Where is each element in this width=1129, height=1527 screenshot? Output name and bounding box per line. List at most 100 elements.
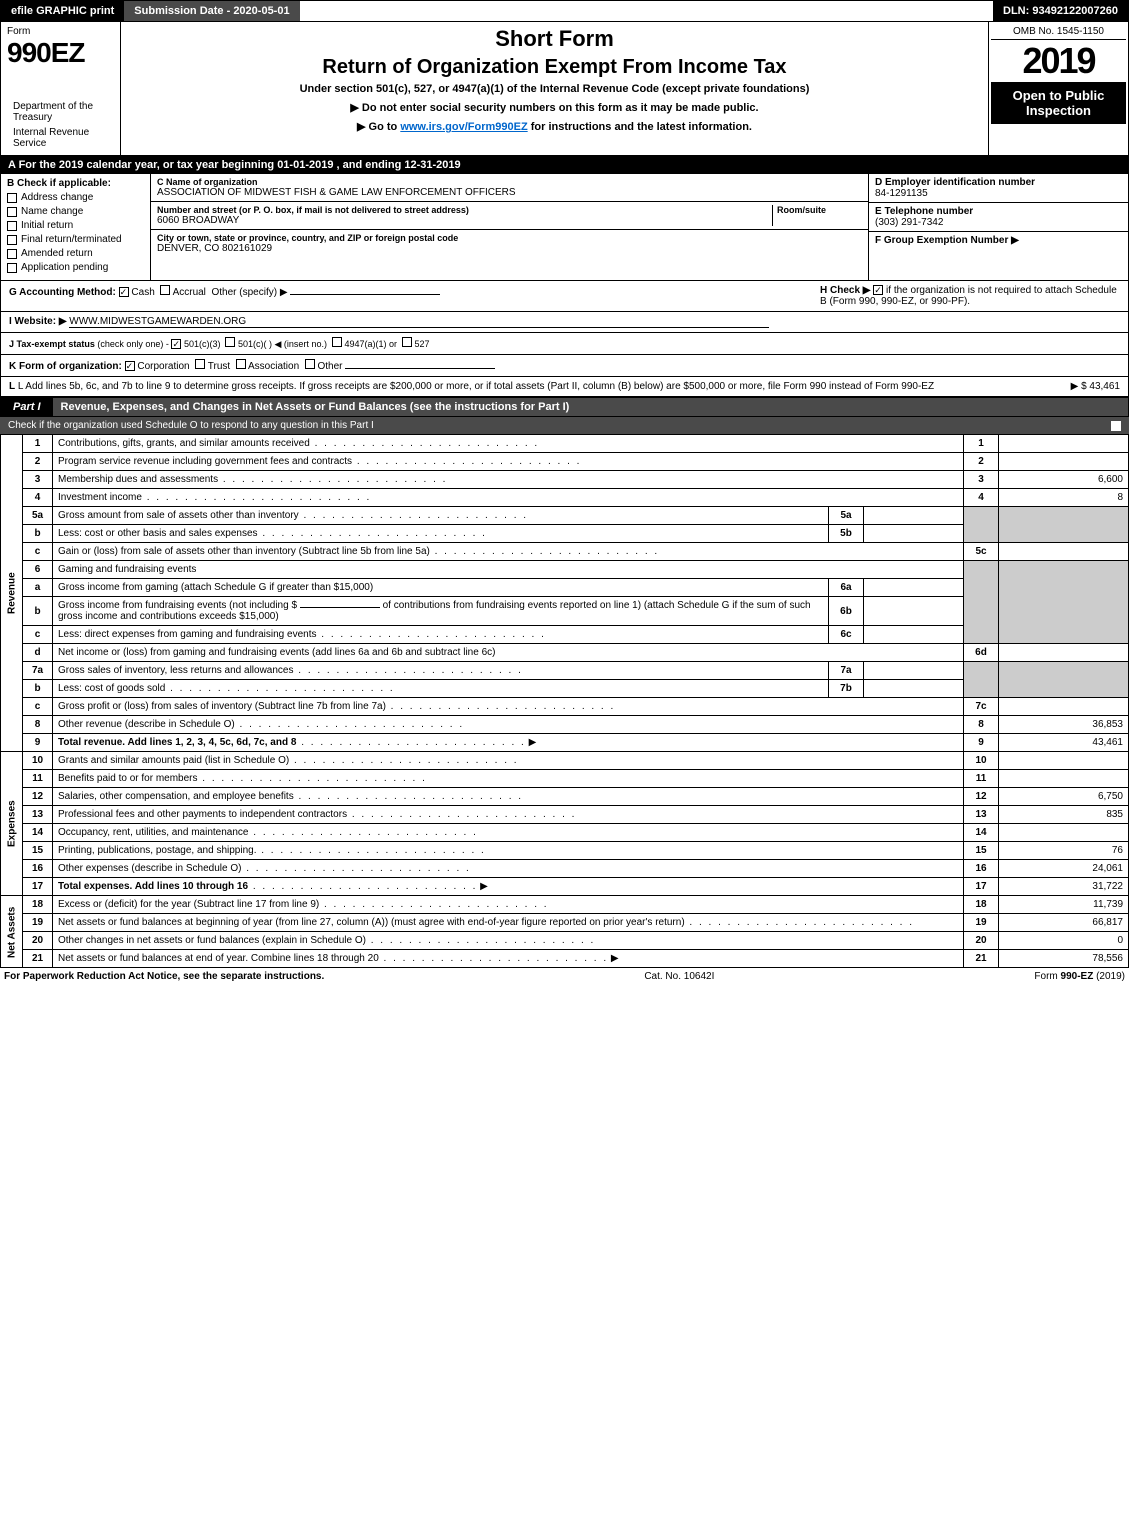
part-1-title: Revenue, Expenses, and Changes in Net As… (53, 398, 1128, 416)
ein: 84-1291135 (875, 188, 1122, 199)
schedule-o-check: Check if the organization used Schedule … (0, 417, 1129, 434)
cash-label: Cash (131, 287, 154, 298)
org-name-label: C Name of organization (157, 177, 862, 187)
department: Department of the Treasury (7, 99, 114, 125)
line-5c: c Gain or (loss) from sale of assets oth… (1, 543, 1129, 561)
line-18: Net Assets 18 Excess or (deficit) for th… (1, 896, 1129, 914)
gross-receipts-block: L L Add lines 5b, 6c, and 7b to line 9 t… (0, 377, 1129, 397)
other-specify-input[interactable] (290, 294, 440, 295)
check-amended-return[interactable]: Amended return (7, 248, 144, 259)
irs-link[interactable]: www.irs.gov/Form990EZ (400, 121, 527, 133)
tax-year: 2019 (991, 40, 1126, 82)
k-other-input[interactable] (345, 368, 495, 369)
k-corp-checkbox[interactable] (125, 361, 135, 371)
j-text: (check only one) - (97, 339, 169, 349)
line-3: 3 Membership dues and assessments 3 6,60… (1, 471, 1129, 489)
phone: (303) 291-7342 (875, 217, 1122, 228)
street-label: Number and street (or P. O. box, if mail… (157, 205, 772, 215)
line-5b: b Less: cost or other basis and sales ex… (1, 525, 1129, 543)
cash-checkbox[interactable] (119, 287, 129, 297)
line-7c: c Gross profit or (loss) from sales of i… (1, 698, 1129, 716)
phone-label: E Telephone number (875, 206, 1122, 217)
line-2: 2 Program service revenue including gove… (1, 453, 1129, 471)
k-other: Other (317, 361, 342, 372)
k-trust-checkbox[interactable] (195, 359, 205, 369)
h-label: H Check ▶ (820, 285, 870, 296)
revenue-side-label: Revenue (1, 435, 23, 752)
submission-date: Submission Date - 2020-05-01 (124, 1, 299, 21)
open-to-public: Open to Public Inspection (991, 82, 1126, 124)
line-21: 21 Net assets or fund balances at end of… (1, 950, 1129, 968)
check-address-change[interactable]: Address change (7, 192, 144, 203)
check-initial-return[interactable]: Initial return (7, 220, 144, 231)
website-block: I Website: ▶ WWW.MIDWESTGAMEWARDEN.ORG (0, 312, 1129, 333)
j-501c-checkbox[interactable] (225, 337, 235, 347)
line-12: 12 Salaries, other compensation, and emp… (1, 788, 1129, 806)
k-other-checkbox[interactable] (305, 359, 315, 369)
accrual-checkbox[interactable] (160, 285, 170, 295)
line-7a: 7a Gross sales of inventory, less return… (1, 662, 1129, 680)
ein-label: D Employer identification number (875, 177, 1122, 188)
net-assets-side-label: Net Assets (1, 896, 23, 968)
efile-print-label[interactable]: efile GRAPHIC print (1, 1, 124, 21)
line-8: 8 Other revenue (describe in Schedule O)… (1, 716, 1129, 734)
form-number: 990EZ (7, 37, 114, 69)
schedule-o-text: Check if the organization used Schedule … (8, 420, 374, 431)
group-exemption-label: F Group Exemption Number ▶ (875, 235, 1122, 246)
k-assoc: Association (248, 361, 299, 372)
dln: DLN: 93492122007260 (993, 1, 1128, 21)
city-state-zip: DENVER, CO 802161029 (157, 243, 862, 254)
check-final-return[interactable]: Final return/terminated (7, 234, 144, 245)
line-13: 13 Professional fees and other payments … (1, 806, 1129, 824)
h-checkbox[interactable] (873, 285, 883, 295)
irs: Internal Revenue Service (7, 125, 114, 151)
line-6d: d Net income or (loss) from gaming and f… (1, 644, 1129, 662)
schedule-o-checkbox[interactable] (1111, 421, 1121, 431)
line-17: 17 Total expenses. Add lines 10 through … (1, 878, 1129, 896)
form-label: Form (7, 26, 114, 37)
i-label: I Website: ▶ (9, 316, 67, 327)
check-application-pending[interactable]: Application pending (7, 262, 144, 273)
line-6a: a Gross income from gaming (attach Sched… (1, 579, 1129, 597)
l-text: L Add lines 5b, 6c, and 7b to line 9 to … (18, 381, 934, 392)
top-bar: efile GRAPHIC print Submission Date - 20… (0, 0, 1129, 22)
line-6b: b Gross income from fundraising events (… (1, 597, 1129, 626)
website[interactable]: WWW.MIDWESTGAMEWARDEN.ORG (69, 316, 769, 328)
org-info: B Check if applicable: Address change Na… (0, 174, 1129, 281)
line-11: 11 Benefits paid to or for members 11 (1, 770, 1129, 788)
form-of-org-block: K Form of organization: Corporation Trus… (0, 355, 1129, 377)
line-15: 15 Printing, publications, postage, and … (1, 842, 1129, 860)
subtitle: Under section 501(c), 527, or 4947(a)(1)… (131, 83, 978, 95)
j-4947-checkbox[interactable] (332, 337, 342, 347)
city-label: City or town, state or province, country… (157, 233, 862, 243)
expenses-side-label: Expenses (1, 752, 23, 896)
k-label: K Form of organization: (9, 361, 122, 372)
instruction-1: ▶ Do not enter social security numbers o… (131, 101, 978, 114)
return-title: Return of Organization Exempt From Incom… (131, 56, 978, 79)
6b-amount-input[interactable] (300, 607, 380, 608)
k-assoc-checkbox[interactable] (236, 359, 246, 369)
line-1: Revenue 1 Contributions, gifts, grants, … (1, 435, 1129, 453)
line-5a: 5a Gross amount from sale of assets othe… (1, 507, 1129, 525)
arrow2-prefix: ▶ Go to (357, 121, 400, 133)
l-amount: ▶ $ 43,461 (1071, 381, 1120, 392)
short-form-title: Short Form (131, 26, 978, 52)
revenue-expenses-table: Revenue 1 Contributions, gifts, grants, … (0, 434, 1129, 968)
tax-exempt-block: J Tax-exempt status (check only one) - 5… (0, 333, 1129, 355)
line-16: 16 Other expenses (describe in Schedule … (1, 860, 1129, 878)
line-14: 14 Occupancy, rent, utilities, and maint… (1, 824, 1129, 842)
check-name-change[interactable]: Name change (7, 206, 144, 217)
arrow2-suffix: for instructions and the latest informat… (528, 121, 752, 133)
k-trust: Trust (208, 361, 230, 372)
street-address: 6060 BROADWAY (157, 215, 772, 226)
applicable-checkboxes: B Check if applicable: Address change Na… (1, 174, 151, 280)
omb-number: OMB No. 1545-1150 (991, 24, 1126, 40)
line-6: 6 Gaming and fundraising events (1, 561, 1129, 579)
g-label: G Accounting Method: (9, 287, 116, 298)
form-version: Form 990-EZ (2019) (1034, 971, 1125, 982)
section-b-heading: B Check if applicable: (7, 178, 144, 189)
j-527-checkbox[interactable] (402, 337, 412, 347)
j-label: J Tax-exempt status (9, 339, 95, 349)
j-501c3: 501(c)(3) (184, 339, 221, 349)
j-501c3-checkbox[interactable] (171, 339, 181, 349)
